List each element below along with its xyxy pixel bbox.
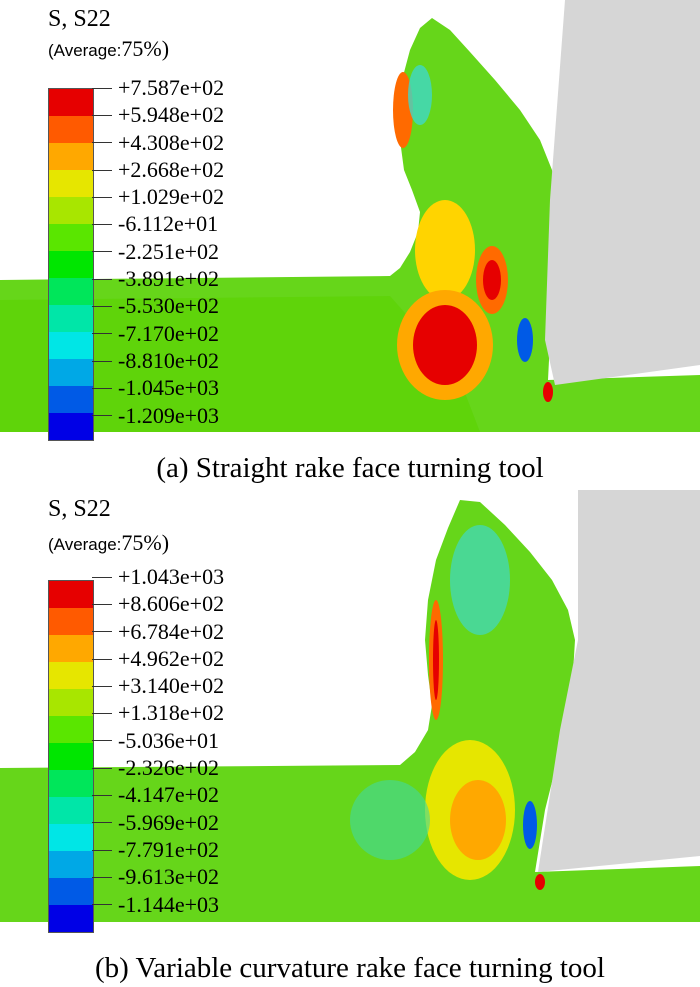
- tool-tip-hotspot: [535, 874, 545, 890]
- average-prefix: (Average:: [48, 41, 122, 60]
- legend-value: -7.791e+02: [91, 836, 224, 863]
- legend-swatch: [49, 662, 93, 689]
- legend-swatch: [49, 251, 93, 278]
- caption-b: (b) Variable curvature rake face turning…: [95, 952, 605, 984]
- legend-value: -9.613e+02: [91, 863, 224, 890]
- legend-swatch: [49, 608, 93, 635]
- legend-value: +3.140e+02: [91, 673, 225, 699]
- simulation-image-b: [0, 490, 700, 922]
- legend-swatch: [49, 278, 93, 305]
- legend-value: -2.326e+02: [91, 754, 224, 781]
- legend-swatch: [49, 878, 93, 905]
- legend-value: -1.045e+03: [91, 374, 224, 401]
- legend-swatch: [49, 224, 93, 251]
- legend-swatch: [49, 305, 93, 332]
- legend-labels-b: +1.043e+03 +8.606e+02 +6.784e+02 +4.962e+02…: [91, 563, 225, 918]
- stress-band-teal: [350, 780, 430, 860]
- panel-b-title: S, S22: [48, 496, 111, 522]
- legend-swatch: [49, 170, 93, 197]
- chip-coolspot: [408, 65, 432, 125]
- legend-swatch: [49, 716, 93, 743]
- legend-value: -5.530e+02: [91, 292, 224, 319]
- panel-b: S, S22 (Average:75%) +1.043e+03 +8.606e+0…: [0, 490, 700, 984]
- legend-swatch: [49, 824, 93, 851]
- average-value: 75%): [121, 530, 170, 555]
- legend-swatch: [49, 332, 93, 359]
- legend-value: -6.112e+01: [91, 210, 224, 237]
- legend-swatch: [49, 581, 93, 608]
- legend-value: +6.784e+02: [91, 618, 225, 644]
- legend-swatch: [49, 770, 93, 797]
- legend-labels-a: +7.587e+02 +5.948e+02 +4.308e+02 +2.668e+02…: [91, 74, 225, 429]
- caption-a: (a) Straight rake face turning tool: [156, 452, 544, 484]
- legend-b: [48, 580, 94, 933]
- stress-hotspot-main: [413, 305, 477, 385]
- chip-coolspot: [450, 525, 510, 635]
- legend-swatch: [49, 413, 93, 440]
- legend-value: +5.948e+02: [91, 102, 225, 128]
- legend-value: +4.308e+02: [91, 129, 225, 155]
- legend-value: -2.251e+02: [91, 238, 224, 265]
- simulation-image-a: [0, 0, 700, 432]
- legend-value: +8.606e+02: [91, 591, 225, 617]
- tool-tip-hotspot: [543, 382, 553, 402]
- legend-value: +1.029e+02: [91, 184, 225, 210]
- legend-swatch: [49, 635, 93, 662]
- legend-value: -1.144e+03: [91, 891, 224, 918]
- legend-swatch: [49, 797, 93, 824]
- stress-hotspot-secondary-core: [483, 260, 501, 300]
- legend-a: [48, 88, 94, 441]
- chip-hotspot: [393, 72, 413, 148]
- legend-swatch: [49, 743, 93, 770]
- panel-b-average: (Average:75%): [48, 530, 169, 556]
- legend-swatch: [49, 116, 93, 143]
- cutting-tool: [538, 490, 700, 872]
- legend-value: +2.668e+02: [91, 156, 225, 182]
- average-prefix: (Average:: [48, 535, 122, 554]
- chip-edge-hotspot-core: [433, 620, 439, 700]
- legend-value: -1.209e+03: [91, 402, 224, 429]
- legend-value: -8.810e+02: [91, 347, 224, 374]
- legend-swatch: [49, 689, 93, 716]
- stress-compressive-spot: [517, 318, 533, 362]
- panel-a-average: (Average:75%): [48, 36, 169, 62]
- legend-value: -3.891e+02: [91, 265, 224, 292]
- legend-value: -5.969e+02: [91, 809, 224, 836]
- legend-value: -4.147e+02: [91, 781, 224, 808]
- legend-swatch: [49, 386, 93, 413]
- stress-band-yellow: [415, 200, 475, 300]
- legend-value: +7.587e+02: [91, 75, 225, 100]
- legend-swatch: [49, 359, 93, 386]
- stress-band-orange: [450, 780, 506, 860]
- legend-swatch: [49, 143, 93, 170]
- legend-value: -7.170e+02: [91, 320, 224, 347]
- legend-value: +1.043e+03: [91, 564, 225, 589]
- panel-a-title: S, S22: [48, 6, 111, 32]
- cutting-tool: [545, 0, 700, 385]
- workpiece-band: [0, 296, 480, 432]
- legend-swatch: [49, 197, 93, 224]
- legend-swatch: [49, 905, 93, 932]
- average-value: 75%): [121, 36, 170, 61]
- legend-value: -5.036e+01: [91, 727, 224, 754]
- legend-value: +1.318e+02: [91, 700, 225, 726]
- legend-swatch: [49, 89, 93, 116]
- legend-swatch: [49, 851, 93, 878]
- panel-a: S, S22 (Average:75%) +7.587e+02 +5.948e+0…: [0, 0, 700, 484]
- stress-compressive-spot: [523, 801, 537, 849]
- legend-value: +4.962e+02: [91, 645, 225, 671]
